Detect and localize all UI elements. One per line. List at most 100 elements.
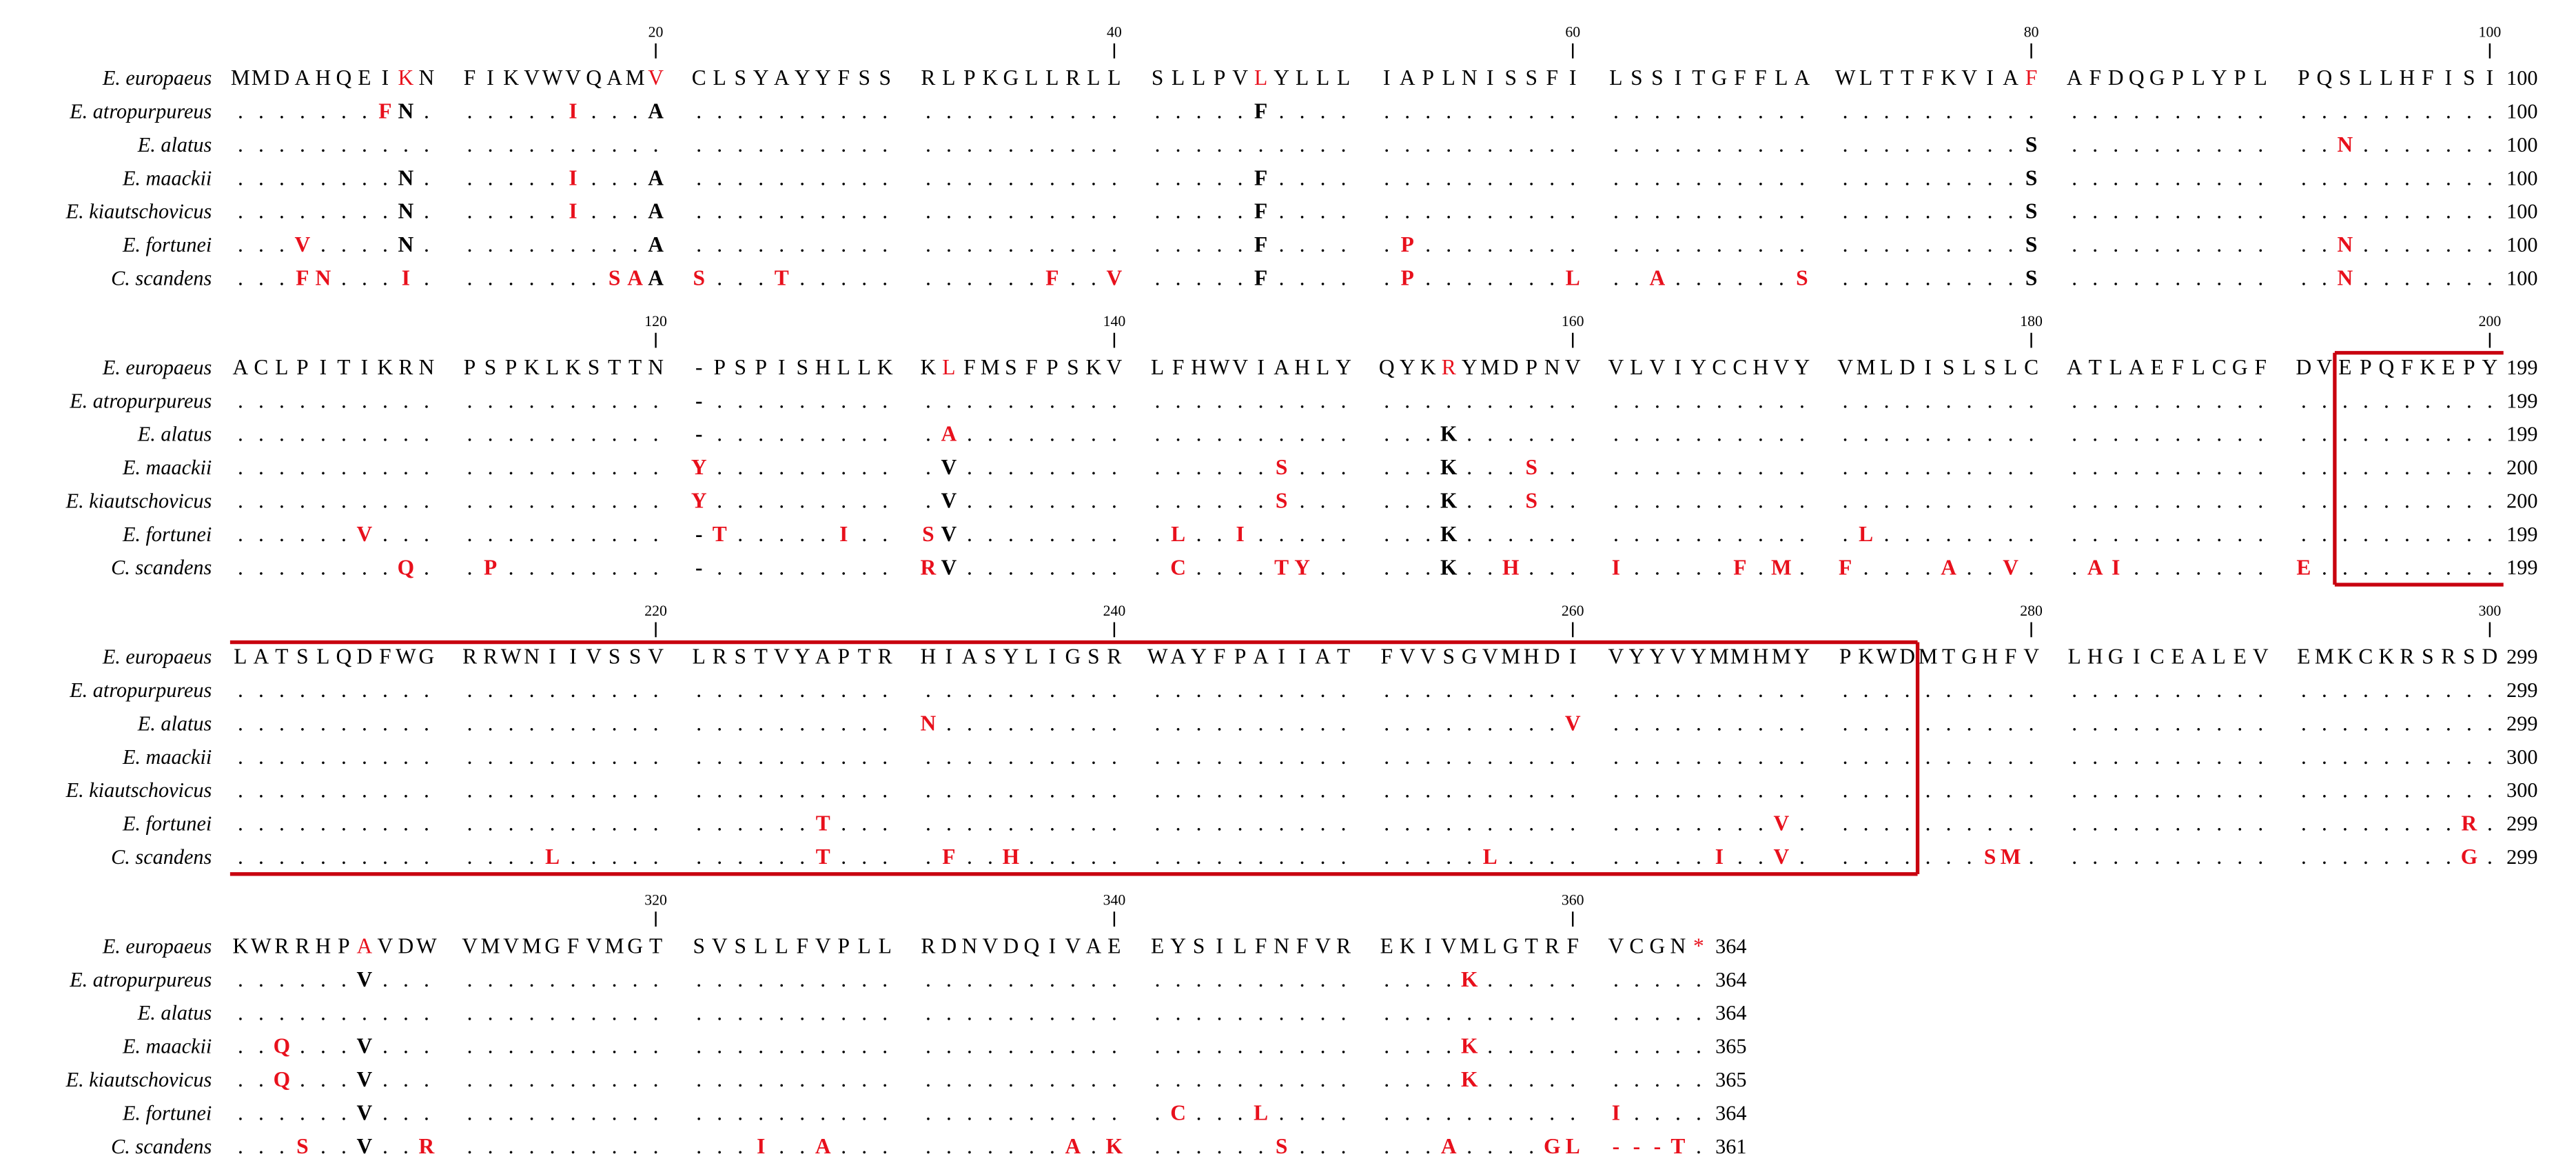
residue: L [1859, 522, 1873, 546]
residue: . [1843, 422, 1848, 446]
residue: . [1425, 845, 1431, 869]
residue: S [858, 65, 870, 90]
residue: . [1091, 1034, 1096, 1058]
residue: . [2196, 455, 2201, 479]
residue-group: .......... [467, 778, 659, 802]
residue: . [467, 678, 473, 702]
residue: N [2338, 232, 2353, 256]
residue: . [2301, 99, 2307, 123]
residue: Y [691, 489, 707, 513]
residue: . [967, 556, 972, 580]
residue: . [2466, 166, 2472, 190]
residue: . [758, 1067, 764, 1091]
residue: T [713, 522, 727, 546]
residue: . [1634, 522, 1639, 546]
residue: . [571, 389, 576, 413]
residue: K [1440, 556, 1458, 580]
residue: . [1737, 455, 1743, 479]
residue: . [737, 967, 743, 991]
residue: . [2301, 711, 2307, 736]
residue: N [921, 711, 937, 736]
residue-group: .......... [696, 711, 888, 736]
residue: . [1779, 678, 1784, 702]
residue: . [403, 1000, 409, 1024]
residue-group: ....K..... [1384, 967, 1575, 991]
residue: . [1070, 1067, 1076, 1091]
residue: . [967, 1101, 972, 1125]
residue: . [1884, 778, 1890, 802]
residue: . [653, 455, 659, 479]
residue-group: .......... [467, 522, 659, 546]
residue: . [799, 99, 805, 123]
residue: . [1112, 199, 1117, 223]
residue: I [1236, 522, 1244, 546]
residue: . [341, 422, 347, 446]
residue: . [2216, 745, 2222, 769]
residue: - [695, 355, 702, 379]
residue: P [338, 934, 349, 958]
residue: . [1570, 811, 1575, 836]
residue: . [2237, 266, 2242, 290]
residue: . [2134, 455, 2139, 479]
residue: . [1549, 778, 1555, 802]
residue: . [1549, 99, 1555, 123]
residue: M [605, 934, 624, 958]
residue: W [396, 645, 416, 669]
residue: . [1300, 678, 1305, 702]
residue: . [2384, 199, 2389, 223]
residue: . [424, 389, 429, 413]
residue: . [799, 1034, 805, 1058]
residue: . [2446, 678, 2451, 702]
residue: . [612, 132, 617, 156]
residue: . [988, 199, 993, 223]
residue: . [2487, 99, 2493, 123]
residue: . [653, 745, 659, 769]
residue: . [926, 132, 931, 156]
residue: . [2404, 166, 2410, 190]
residue: N [1462, 65, 1478, 90]
residue: . [2196, 166, 2201, 190]
residue: . [946, 1034, 952, 1058]
residue: T [1274, 556, 1289, 580]
residue: . [861, 745, 867, 769]
residue: . [1717, 266, 1722, 290]
residue: . [1176, 745, 1181, 769]
residue: F [378, 99, 391, 123]
residue: . [1070, 678, 1076, 702]
residue: A [295, 65, 311, 90]
residue: . [1758, 845, 1764, 869]
residue-group: .......... [1155, 422, 1347, 446]
residue: . [550, 266, 555, 290]
residue: . [2342, 455, 2348, 479]
residue: . [633, 778, 638, 802]
species-name: E. europaeus [102, 66, 212, 90]
residue-group: .......... [1613, 99, 1805, 123]
residue: . [1091, 778, 1096, 802]
residue: T [755, 645, 768, 669]
residue: C [254, 355, 268, 379]
residue: . [926, 199, 931, 223]
residue: . [467, 1034, 473, 1058]
residue: . [1341, 232, 1347, 256]
residue: F [567, 934, 579, 958]
sequence-length: 100 [2506, 133, 2537, 156]
residue: . [1967, 232, 1972, 256]
residue: R [1065, 65, 1080, 90]
residue-group: .......... [467, 389, 659, 413]
residue: . [967, 745, 972, 769]
residue: . [633, 678, 638, 702]
residue: . [320, 967, 326, 991]
residue: . [1155, 711, 1161, 736]
species-name: E. maackii [122, 456, 212, 479]
residue: . [1446, 232, 1451, 256]
residue: . [1696, 199, 1701, 223]
residue: F [2401, 355, 2413, 379]
residue: . [988, 811, 993, 836]
residue-group: .......... [467, 132, 659, 156]
residue: . [1008, 199, 1014, 223]
residue: . [1341, 1067, 1347, 1091]
residue: . [737, 422, 743, 446]
residue-group: .......... [467, 1000, 659, 1024]
residue: . [1508, 811, 1513, 836]
residue: . [696, 811, 702, 836]
